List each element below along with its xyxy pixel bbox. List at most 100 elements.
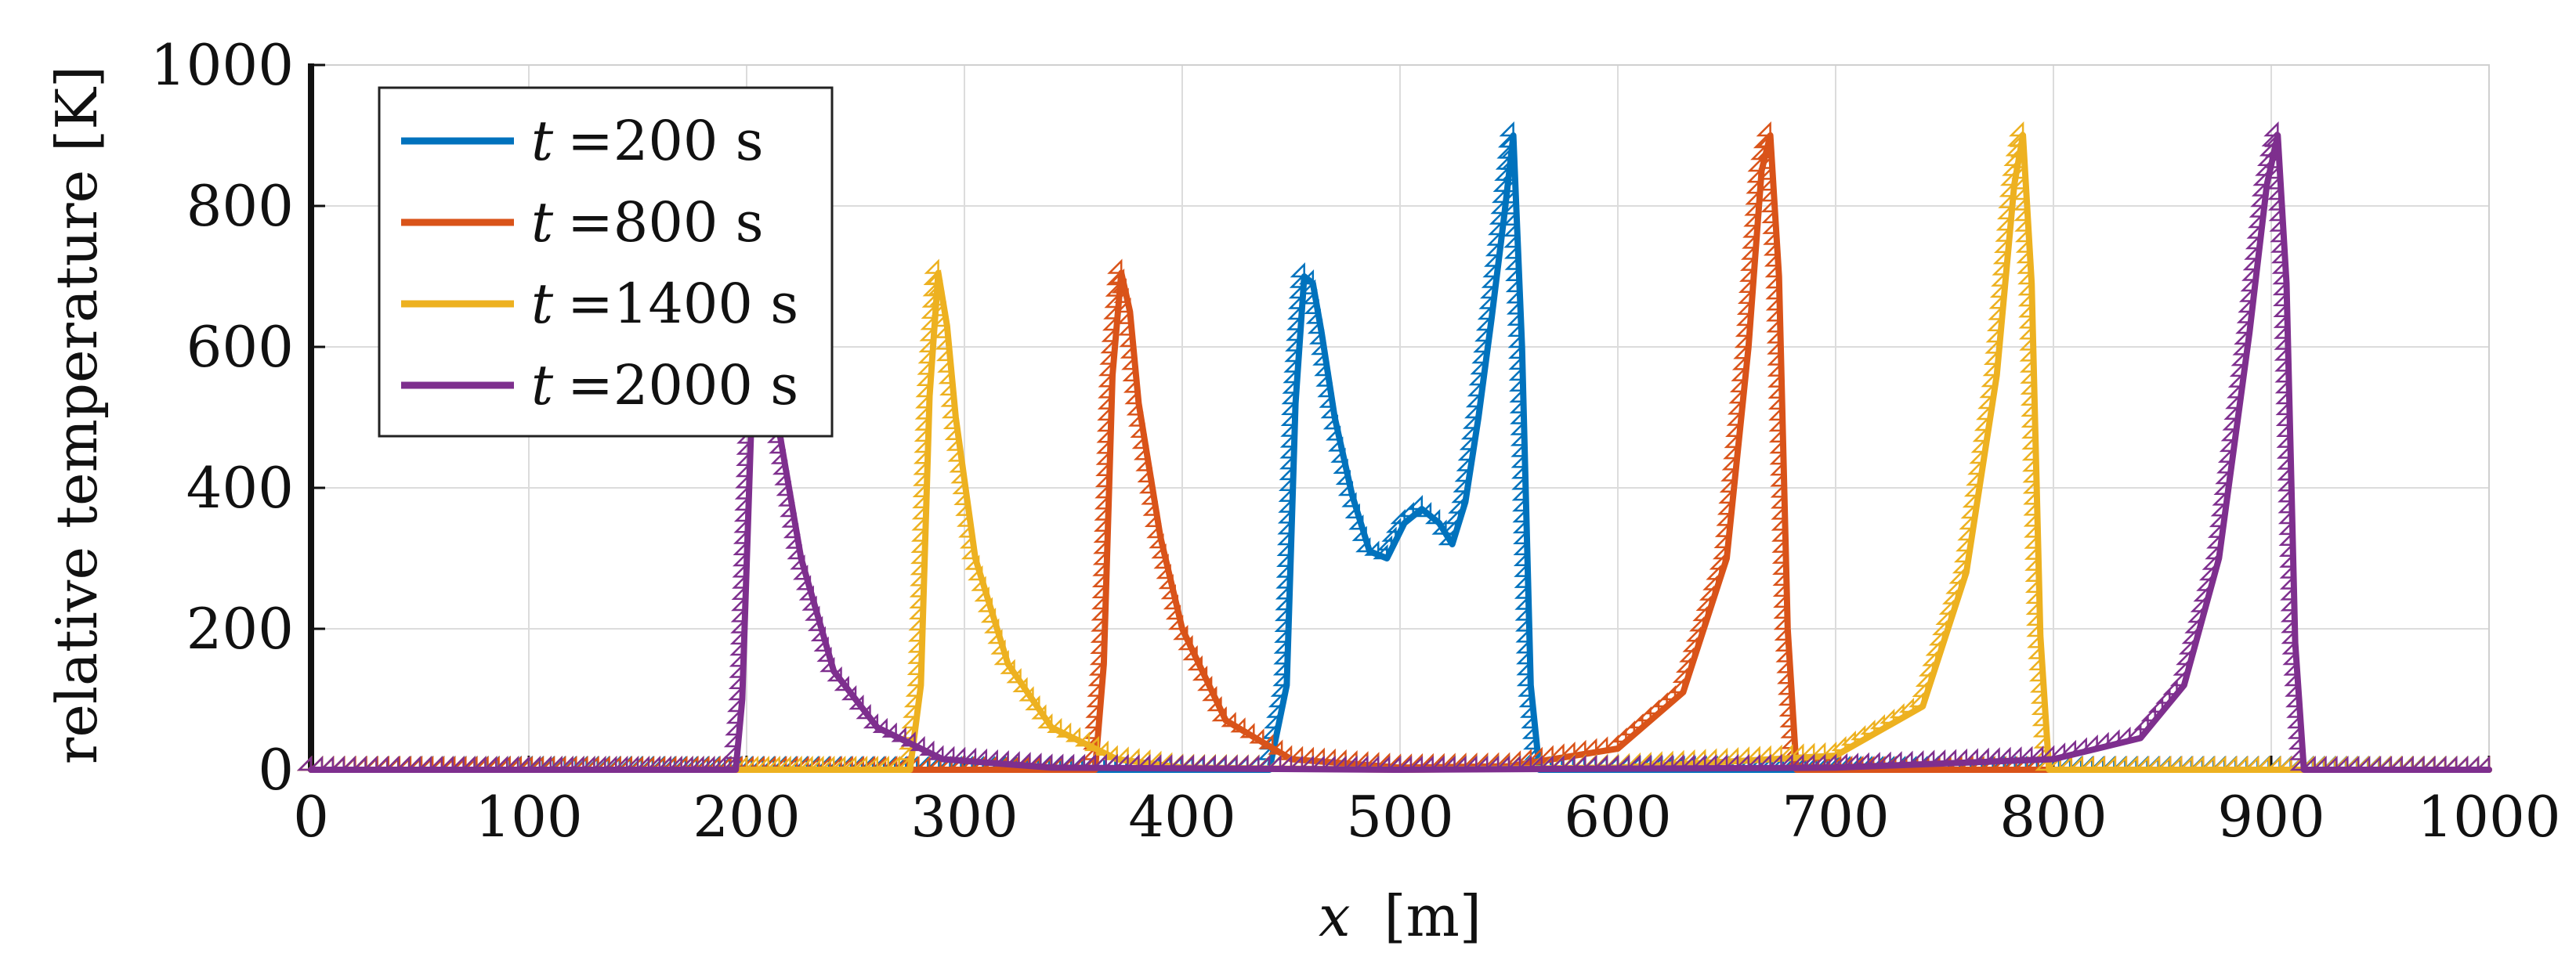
series-marker [856, 703, 871, 720]
series-marker [722, 755, 737, 771]
series-marker [1736, 299, 1753, 316]
series-marker [1096, 428, 1112, 443]
series-marker [872, 717, 888, 734]
series-marker [1740, 255, 1756, 271]
series-marker [1963, 481, 1980, 497]
series-marker [1478, 294, 1494, 309]
series-marker [1197, 675, 1213, 691]
series-marker [1385, 518, 1402, 533]
series-marker [1995, 226, 2010, 242]
series-marker [1381, 526, 1397, 542]
series-marker [909, 593, 924, 608]
series-marker [993, 649, 1009, 666]
y-tick-label: 800 [186, 173, 294, 239]
series-marker [2169, 670, 2186, 687]
series-marker [2202, 554, 2217, 570]
series-marker [1277, 519, 1293, 535]
series-marker [911, 504, 928, 520]
series-marker [1713, 532, 1729, 549]
series-marker [1475, 315, 1492, 331]
series-marker [1675, 657, 1691, 673]
series-marker [1094, 516, 1109, 532]
legend-entry: t =2000 s [401, 353, 798, 417]
series-marker [1746, 168, 1762, 183]
series-marker [1932, 619, 1948, 636]
series-marker [918, 337, 934, 352]
series-marker [1092, 550, 1109, 565]
series-marker [793, 565, 809, 580]
x-tick-label: 800 [1999, 784, 2107, 850]
legend-value: =800 s [567, 190, 763, 254]
series-marker [895, 755, 911, 771]
series-marker [1091, 583, 1107, 599]
series-marker [1720, 466, 1736, 482]
series-marker [1953, 547, 1970, 563]
series-marker [1935, 609, 1951, 626]
series-marker [908, 604, 924, 620]
series-marker [1272, 670, 1288, 687]
series-marker [1025, 695, 1040, 711]
series-marker [1281, 399, 1297, 416]
y-axis-title: relative temperature [K] [44, 66, 110, 764]
series-marker [730, 607, 746, 623]
legend: t =200 st =800 st =1400 st =2000 s [378, 86, 834, 438]
series-marker [1840, 730, 1856, 746]
series-marker [1084, 713, 1100, 729]
series-marker [1915, 671, 1931, 687]
series-marker [908, 626, 924, 642]
series-marker [1981, 371, 1996, 388]
series-marker [735, 473, 751, 489]
series-marker [1709, 554, 1724, 570]
series-marker [1451, 487, 1467, 504]
series-marker [1105, 269, 1122, 286]
series-marker [787, 543, 802, 560]
series-marker [1977, 393, 1993, 410]
series-marker [1261, 724, 1277, 739]
series-marker [1636, 706, 1652, 722]
series-marker [1274, 616, 1290, 633]
series-marker [1880, 708, 1895, 724]
series-marker [1276, 551, 1292, 567]
series-marker [2242, 254, 2258, 271]
x-tick-label: 700 [1782, 784, 1889, 850]
series-marker [1702, 575, 1718, 590]
series-marker [910, 571, 925, 587]
series-marker [913, 460, 928, 475]
series-marker [1925, 641, 1941, 656]
series-marker [1960, 503, 1976, 519]
series-marker [1974, 415, 1990, 431]
series-marker [1741, 244, 1757, 260]
legend-symbol: t [531, 190, 554, 254]
series-marker [906, 670, 922, 687]
series-marker [910, 735, 925, 752]
series-marker [1275, 562, 1291, 578]
series-marker [1090, 638, 1105, 655]
series-marker [1976, 404, 1992, 421]
series-marker [1983, 349, 1999, 365]
x-tick-label: 100 [475, 784, 582, 850]
series-marker [1031, 704, 1047, 720]
series-marker [2212, 490, 2227, 506]
series-marker [2005, 141, 2021, 157]
series-marker [1093, 740, 1109, 756]
series-marker [1970, 437, 1986, 453]
series-marker [736, 428, 752, 444]
series-marker [1481, 273, 1497, 288]
series-marker [1464, 402, 1480, 419]
series-marker [907, 648, 923, 664]
series-marker [980, 607, 997, 623]
series-marker [1988, 305, 2003, 320]
series-marker [1723, 444, 1738, 460]
series-marker [1285, 336, 1301, 352]
series-marker [2176, 649, 2191, 666]
series-marker [848, 694, 864, 710]
series-marker [1268, 691, 1284, 708]
series-marker [1093, 527, 1109, 543]
series-marker [2215, 468, 2230, 485]
series-marker [733, 529, 749, 544]
series-marker [1969, 448, 1984, 464]
legend-entry: t =200 s [401, 109, 764, 173]
series-marker [1097, 405, 1113, 421]
series-marker [1090, 627, 1106, 643]
